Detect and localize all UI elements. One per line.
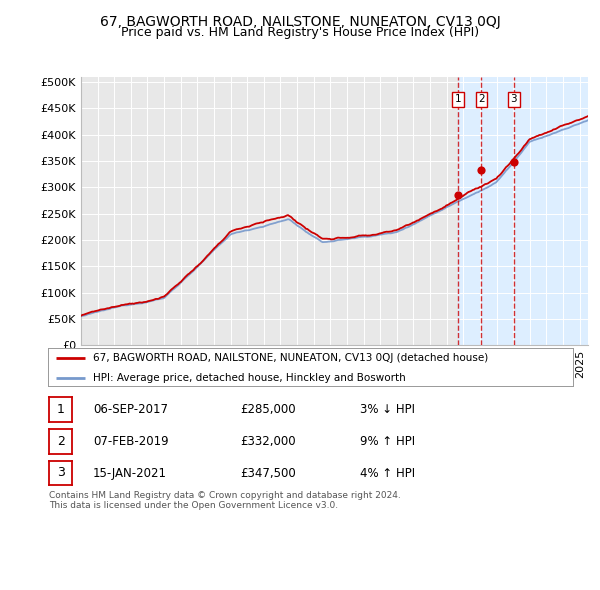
Text: 4% ↑ HPI: 4% ↑ HPI bbox=[360, 467, 415, 480]
Text: 3% ↓ HPI: 3% ↓ HPI bbox=[360, 404, 415, 417]
Text: 1: 1 bbox=[56, 403, 65, 416]
Text: £332,000: £332,000 bbox=[240, 435, 296, 448]
Point bbox=[476, 166, 486, 175]
Text: £347,500: £347,500 bbox=[240, 467, 296, 480]
Text: 2: 2 bbox=[56, 435, 65, 448]
Text: Contains HM Land Registry data © Crown copyright and database right 2024.
This d: Contains HM Land Registry data © Crown c… bbox=[49, 491, 401, 510]
Text: Price paid vs. HM Land Registry's House Price Index (HPI): Price paid vs. HM Land Registry's House … bbox=[121, 26, 479, 39]
Text: 67, BAGWORTH ROAD, NAILSTONE, NUNEATON, CV13 0QJ (detached house): 67, BAGWORTH ROAD, NAILSTONE, NUNEATON, … bbox=[92, 353, 488, 363]
Text: 07-FEB-2019: 07-FEB-2019 bbox=[93, 435, 169, 448]
Text: 2: 2 bbox=[478, 94, 485, 104]
Text: 9% ↑ HPI: 9% ↑ HPI bbox=[360, 435, 415, 448]
Text: 67, BAGWORTH ROAD, NAILSTONE, NUNEATON, CV13 0QJ: 67, BAGWORTH ROAD, NAILSTONE, NUNEATON, … bbox=[100, 15, 500, 29]
Point bbox=[453, 191, 463, 200]
Text: 15-JAN-2021: 15-JAN-2021 bbox=[93, 467, 167, 480]
Text: 1: 1 bbox=[455, 94, 461, 104]
Text: 3: 3 bbox=[56, 467, 65, 480]
Text: £285,000: £285,000 bbox=[240, 404, 296, 417]
Text: 3: 3 bbox=[511, 94, 517, 104]
Text: HPI: Average price, detached house, Hinckley and Bosworth: HPI: Average price, detached house, Hinc… bbox=[92, 373, 406, 383]
Text: 06-SEP-2017: 06-SEP-2017 bbox=[93, 404, 168, 417]
Bar bbox=[458, 77, 588, 345]
Point bbox=[509, 158, 518, 167]
